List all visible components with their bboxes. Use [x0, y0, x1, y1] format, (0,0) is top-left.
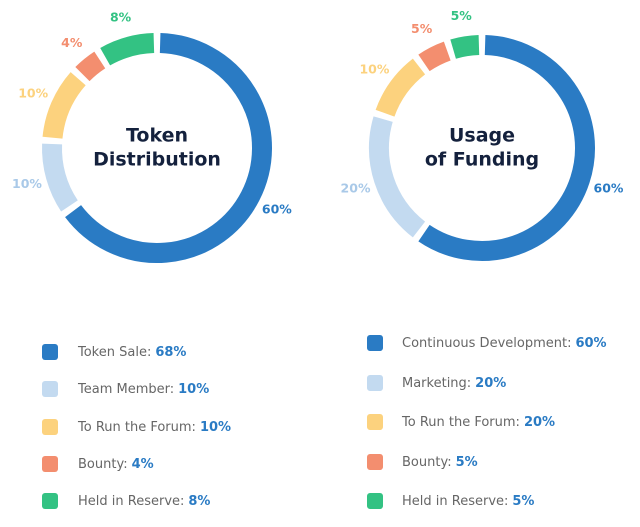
donut-segment	[75, 51, 106, 82]
legend-name: To Run the Forum:	[401, 415, 520, 430]
chart-title: Distribution	[93, 149, 221, 171]
legend-name: Marketing:	[402, 376, 471, 391]
donut-segment	[369, 116, 426, 238]
legend-entry: Team Member: 10%	[77, 382, 209, 397]
legend-name: Token Sale:	[77, 345, 151, 360]
segment-label: 8%	[110, 10, 132, 25]
legend-value: 20%	[524, 415, 555, 430]
legend-swatch	[42, 419, 58, 435]
segment-label: 60%	[594, 181, 624, 196]
legend-entry: Held in Reserve: 5%	[402, 494, 534, 509]
legend-entry: Continuous Development: 60%	[402, 336, 607, 351]
legend-entry: Bounty: 5%	[402, 455, 478, 470]
legend-entry: Marketing: 20%	[402, 376, 506, 391]
donut-segment	[42, 143, 78, 212]
chart-title: Usage	[449, 125, 515, 147]
legend-swatch	[42, 456, 58, 472]
legend-name: To Run the Forum:	[77, 420, 196, 435]
legend-value: 5%	[512, 494, 534, 509]
donut-segment	[100, 33, 155, 66]
legend-name: Bounty:	[402, 455, 452, 470]
legend-value: 4%	[132, 457, 154, 472]
donut-segment	[375, 58, 426, 117]
legend-swatch	[367, 493, 383, 509]
legend-entry: To Run the Forum: 20%	[401, 415, 555, 430]
legend-entry: To Run the Forum: 10%	[77, 420, 231, 435]
legend-swatch	[42, 381, 58, 397]
donut-segment	[418, 35, 595, 261]
legend-swatch	[367, 375, 383, 391]
legend-value: 20%	[475, 376, 506, 391]
legend-entry: Held in Reserve: 8%	[78, 494, 210, 509]
legend-value: 10%	[178, 382, 209, 397]
donut-segment	[418, 41, 451, 72]
legend-swatch	[367, 454, 383, 470]
segment-label: 5%	[451, 8, 473, 23]
chart-title: Token	[126, 125, 188, 147]
legend-entry: Bounty: 4%	[78, 457, 154, 472]
legend-name: Team Member:	[77, 382, 174, 397]
segment-label: 10%	[12, 176, 42, 191]
legend-value: 68%	[155, 345, 186, 360]
legend-value: 5%	[456, 455, 478, 470]
segment-label: 20%	[341, 181, 371, 196]
legend-swatch	[42, 344, 58, 360]
legend-entry: Token Sale: 68%	[77, 345, 186, 360]
segment-label: 4%	[61, 35, 83, 50]
donut-segment	[450, 35, 480, 59]
legend-value: 60%	[575, 336, 606, 351]
donut-segment	[42, 72, 86, 140]
legend-name: Continuous Development:	[402, 336, 571, 351]
legend-name: Held in Reserve:	[78, 494, 184, 509]
legend-swatch	[367, 335, 383, 351]
legend-name: Bounty:	[78, 457, 128, 472]
legend-swatch	[42, 493, 58, 509]
donut-segment	[65, 33, 272, 263]
segment-label: 10%	[359, 61, 389, 76]
legend-value: 8%	[188, 494, 210, 509]
legend-swatch	[367, 414, 383, 430]
legend-name: Held in Reserve:	[402, 494, 508, 509]
chart-title: of Funding	[425, 149, 539, 171]
segment-label: 5%	[411, 21, 433, 36]
segment-label: 60%	[262, 202, 292, 217]
segment-label: 10%	[18, 86, 48, 101]
legend-value: 10%	[200, 420, 231, 435]
